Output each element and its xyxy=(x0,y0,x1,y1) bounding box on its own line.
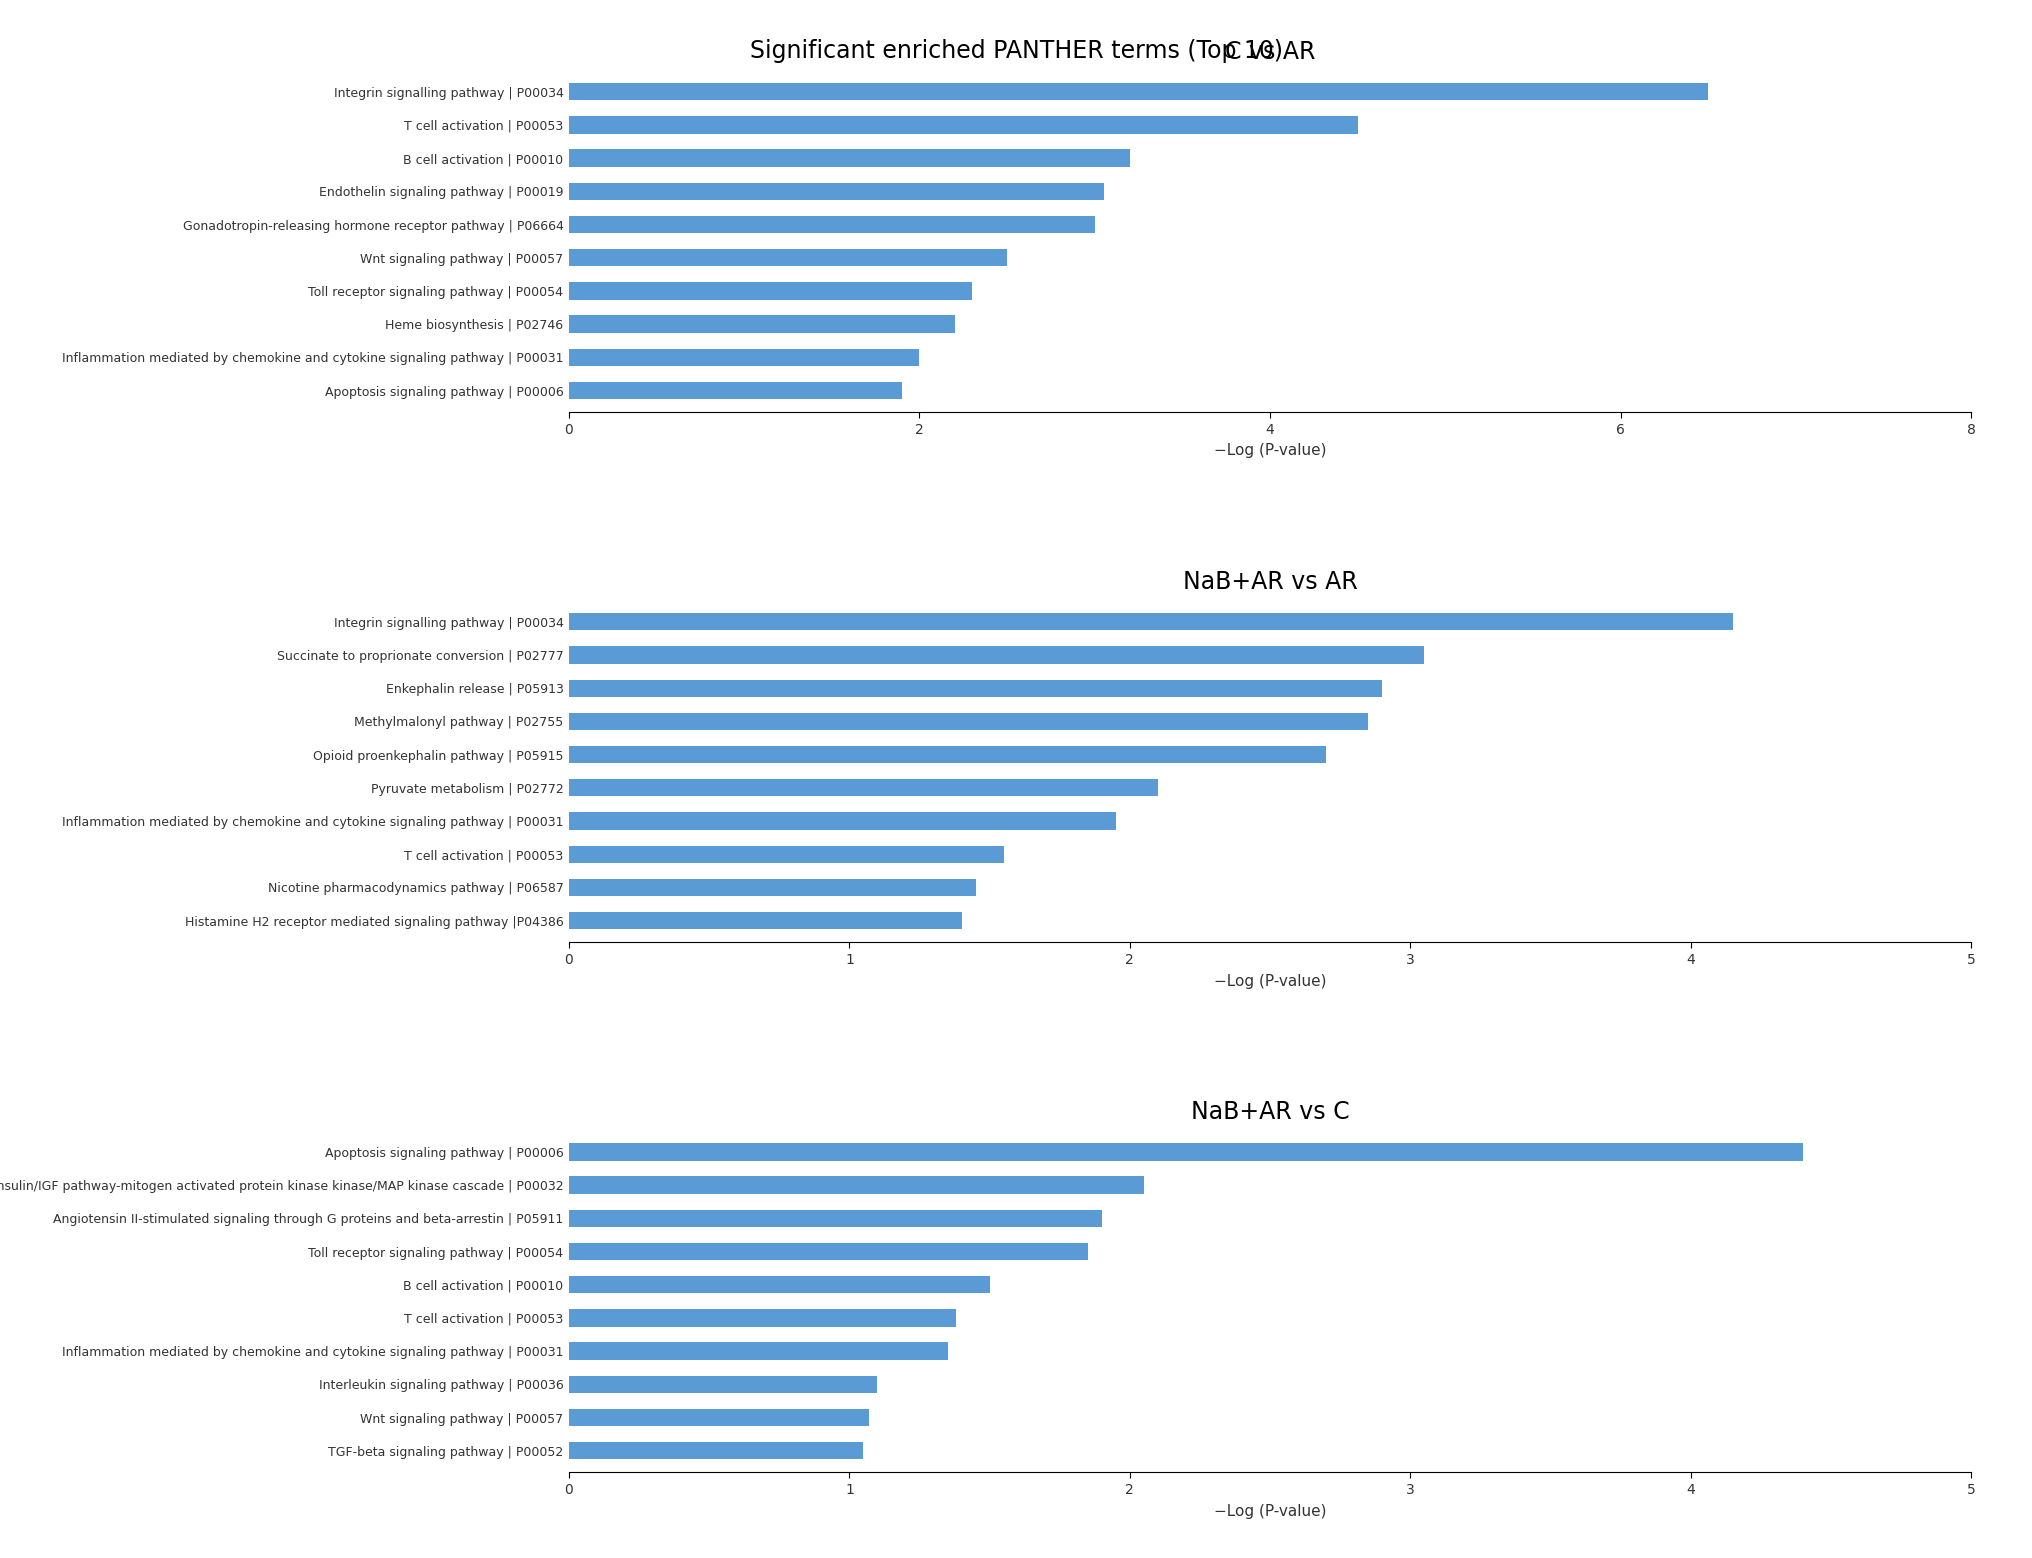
Bar xyxy=(569,779,1158,796)
Text: Significant enriched PANTHER terms (Top 10): Significant enriched PANTHER terms (Top … xyxy=(750,39,1282,62)
Bar xyxy=(569,217,1095,234)
Bar xyxy=(569,1276,990,1293)
Bar xyxy=(569,614,1733,631)
Bar xyxy=(569,249,1008,266)
Bar xyxy=(569,150,1130,167)
Bar xyxy=(569,1209,1101,1228)
Bar xyxy=(569,83,1709,100)
X-axis label: −Log (P-value): −Log (P-value) xyxy=(1213,444,1327,458)
Title: NaB+AR vs C: NaB+AR vs C xyxy=(1191,1100,1349,1125)
Bar xyxy=(569,1408,870,1426)
Bar xyxy=(569,911,961,929)
Bar xyxy=(569,1343,947,1360)
Title: NaB+AR vs AR: NaB+AR vs AR xyxy=(1183,570,1357,594)
Bar xyxy=(569,1309,955,1326)
Bar xyxy=(569,315,955,333)
Bar xyxy=(569,879,975,896)
X-axis label: −Log (P-value): −Log (P-value) xyxy=(1213,1503,1327,1519)
Bar xyxy=(569,679,1382,696)
Bar xyxy=(569,117,1357,134)
Bar xyxy=(569,1443,864,1460)
Bar xyxy=(569,647,1424,664)
Title: C vs AR: C vs AR xyxy=(1225,41,1315,64)
Bar xyxy=(569,812,1116,830)
X-axis label: −Log (P-value): −Log (P-value) xyxy=(1213,974,1327,989)
Bar xyxy=(569,1243,1087,1260)
Bar xyxy=(569,1176,1144,1193)
Bar xyxy=(569,746,1327,763)
Bar xyxy=(569,349,918,366)
Bar xyxy=(569,282,971,299)
Bar xyxy=(569,712,1368,731)
Bar xyxy=(569,182,1103,199)
Bar xyxy=(569,846,1004,863)
Bar xyxy=(569,1144,1802,1161)
Bar xyxy=(569,1376,878,1393)
Bar xyxy=(569,382,902,399)
